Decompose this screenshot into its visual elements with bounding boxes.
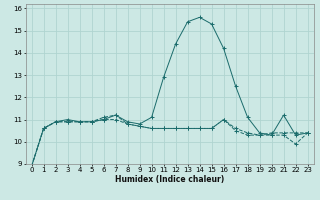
X-axis label: Humidex (Indice chaleur): Humidex (Indice chaleur) bbox=[115, 175, 224, 184]
